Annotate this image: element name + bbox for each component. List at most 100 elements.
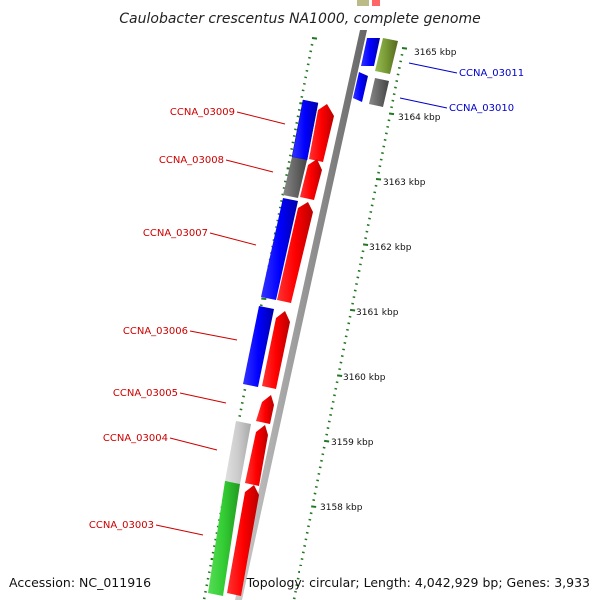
ring-tick <box>344 335 348 338</box>
ring-tick <box>386 125 390 128</box>
ring-tick <box>355 282 358 286</box>
ring-tick <box>294 128 297 131</box>
ring-tick <box>383 138 387 141</box>
feature-blue-upper <box>361 38 380 66</box>
ring-tick <box>310 43 314 46</box>
ring-tick <box>347 322 351 325</box>
ring-tick <box>356 276 360 279</box>
forward-strand-features <box>227 104 334 596</box>
ring-tick <box>349 308 356 312</box>
upper-right-features <box>353 38 398 107</box>
ring-tick <box>401 47 408 50</box>
kbp-label: 3163 kbp <box>383 178 426 188</box>
cds-arrow <box>309 104 334 162</box>
ring-tick <box>378 165 382 168</box>
topology-text: Topology: circular; Length: 4,042,929 bp… <box>246 575 590 590</box>
kbp-label: 3162 kbp <box>369 243 412 253</box>
kbp-label: 3165 kbp <box>414 48 457 58</box>
ring-tick <box>351 302 355 305</box>
gene-labels: CCNA_03011 CCNA_03010 CCNA_03009 CCNA_03… <box>89 68 524 531</box>
gene-label-ccna-03011: CCNA_03011 <box>459 68 524 79</box>
ring-tick <box>346 328 349 331</box>
ring-tick <box>321 453 325 456</box>
ring-tick <box>304 76 308 79</box>
ring-tick <box>202 597 206 600</box>
ring-tick <box>299 564 303 567</box>
ring-tick <box>312 499 316 502</box>
kbp-label: 3159 kbp <box>331 438 374 448</box>
cds-arrow <box>256 395 274 424</box>
gene-label-ccna-03006: CCNA_03006 <box>123 326 188 337</box>
ring-tick <box>329 413 333 416</box>
ring-tick <box>373 191 377 194</box>
ring-tick <box>297 108 301 111</box>
ring-tick <box>295 584 299 587</box>
ring-tick <box>365 230 369 233</box>
ring-tick <box>309 512 313 515</box>
ring-tick <box>294 590 297 593</box>
ring-tick <box>361 250 365 253</box>
ring-tick <box>340 355 344 358</box>
gene-label-ccna-03007: CCNA_03007 <box>143 228 208 239</box>
cds-arrow <box>262 311 290 389</box>
ring-tick <box>318 466 322 469</box>
ring-tick <box>333 394 336 397</box>
ring-tick <box>205 584 209 587</box>
ring-tick <box>287 160 291 164</box>
ring-tick <box>322 446 326 449</box>
cds-arrow <box>300 159 322 200</box>
ring-tick <box>400 53 404 56</box>
ring-tick <box>305 69 309 72</box>
ring-tick <box>307 525 310 528</box>
ring-tick <box>290 147 294 151</box>
ring-tick <box>301 89 305 92</box>
ring-tick <box>242 395 245 398</box>
ring-tick <box>304 538 308 541</box>
ring-tick <box>206 577 210 580</box>
ring-tick <box>330 407 334 410</box>
ring-tick <box>302 82 306 85</box>
ring-tick <box>289 154 292 157</box>
ring-tick <box>296 577 300 580</box>
ring-tick <box>375 177 382 181</box>
ring-tick <box>382 145 386 148</box>
ring-tick <box>335 381 339 384</box>
ring-tick <box>370 204 374 207</box>
reverse-strand-features <box>208 99 319 596</box>
ring-tick <box>243 388 247 391</box>
gene-label-ccna-03010: CCNA_03010 <box>449 103 514 114</box>
ring-tick <box>261 297 267 301</box>
ring-tick <box>359 263 362 266</box>
ring-tick <box>395 80 399 83</box>
ring-tick <box>371 197 375 200</box>
ring-tick <box>311 37 318 40</box>
ring-tick <box>374 184 378 187</box>
ring-tick <box>392 93 396 96</box>
ring-tick <box>309 50 313 53</box>
feature-olive <box>375 38 398 74</box>
ring-tick <box>384 132 388 135</box>
ring-tick <box>377 171 381 174</box>
feature-ccna-03008 <box>283 157 307 198</box>
feature-ccna-03006 <box>243 306 274 387</box>
ring-tick <box>316 479 320 482</box>
kbp-label: 3164 kbp <box>398 113 441 123</box>
footer-backdrop <box>300 566 600 600</box>
ring-tick <box>352 296 356 299</box>
ring-tick <box>238 414 242 418</box>
kbp-label: 3160 kbp <box>343 373 386 383</box>
ring-tick <box>366 224 370 227</box>
ring-tick <box>291 141 295 144</box>
ring-tick <box>399 60 403 63</box>
gene-label-ccna-03009: CCNA_03009 <box>170 107 235 118</box>
ring-tick <box>324 439 330 443</box>
genome-backbone <box>235 30 367 600</box>
top-partial-features <box>357 0 380 6</box>
ring-tick <box>300 557 304 561</box>
ring-tick <box>285 174 289 177</box>
ring-tick <box>300 95 304 98</box>
ring-tick <box>308 518 312 521</box>
ring-tick <box>379 158 383 161</box>
ring-tick <box>306 63 310 66</box>
